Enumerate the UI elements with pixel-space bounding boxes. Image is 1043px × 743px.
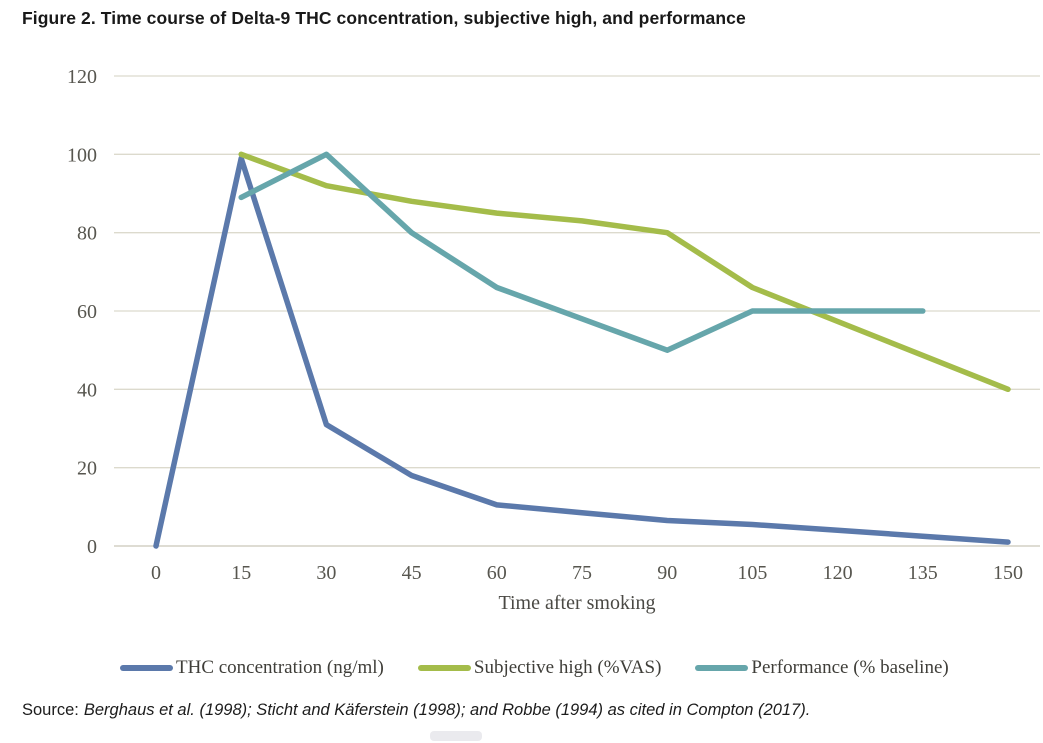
legend-item-performance: Performance (% baseline) bbox=[695, 657, 949, 679]
chart-area: 0 20 40 60 80 100 120 0 15 30 45 60 75 90 105 120 135 150 bbox=[0, 55, 1043, 625]
x-tick-label-45: 45 bbox=[402, 562, 422, 584]
legend-label-thc-concentration: THC concentration (ng/ml) bbox=[176, 657, 384, 678]
x-axis-title: Time after smoking bbox=[498, 592, 656, 614]
chart-legend: THC concentration (ng/ml) Subjective hig… bbox=[120, 653, 1020, 683]
series-line-1 bbox=[238, 151, 1011, 393]
x-tick-label-15: 15 bbox=[231, 562, 251, 584]
x-tick-label-60: 60 bbox=[487, 562, 507, 584]
y-tick-label-80: 80 bbox=[77, 223, 97, 245]
legend-swatch-subjective-high-icon bbox=[417, 665, 471, 671]
line-chart: 0 20 40 60 80 100 120 0 15 30 45 60 75 90 105 120 135 150 bbox=[67, 66, 1040, 584]
x-tick-label-30: 30 bbox=[316, 562, 336, 584]
y-tick-label-60: 60 bbox=[77, 301, 97, 323]
legend-item-thc-concentration: THC concentration (ng/ml) bbox=[120, 657, 384, 679]
legend-item-subjective-high: Subjective high (%VAS) bbox=[417, 657, 662, 679]
figure-title: Figure 2. Time course of Delta-9 THC con… bbox=[22, 8, 746, 28]
y-tick-label-40: 40 bbox=[77, 379, 97, 401]
x-tick-label-75: 75 bbox=[572, 562, 592, 584]
source-citation: Berghaus et al. (1998); Sticht and Käfer… bbox=[83, 701, 811, 719]
y-tick-label-100: 100 bbox=[67, 144, 97, 166]
series-line-0 bbox=[153, 155, 1011, 549]
series-line-2 bbox=[238, 151, 926, 353]
x-tick-label-90: 90 bbox=[657, 562, 677, 584]
legend-swatch-thc-icon bbox=[120, 665, 173, 671]
source-prefix: Source: bbox=[22, 701, 79, 719]
y-tick-label-0: 0 bbox=[87, 536, 97, 558]
x-tick-label-150: 150 bbox=[993, 562, 1023, 584]
x-tick-label-0: 0 bbox=[151, 562, 161, 584]
legend-swatch-performance-icon bbox=[695, 665, 749, 671]
x-tick-label-105: 105 bbox=[737, 562, 767, 584]
legend-label-subjective-high: Subjective high (%VAS) bbox=[473, 657, 662, 678]
x-tick-label-135: 135 bbox=[908, 562, 938, 584]
legend-label-performance: Performance (% baseline) bbox=[751, 657, 949, 678]
source-note: Source: Berghaus et al. (1998); Sticht an… bbox=[22, 701, 810, 720]
x-tick-label-120: 120 bbox=[823, 562, 853, 584]
scrollbar-artifact bbox=[430, 731, 482, 741]
y-tick-label-20: 20 bbox=[77, 458, 97, 480]
y-tick-label-120: 120 bbox=[67, 66, 97, 88]
